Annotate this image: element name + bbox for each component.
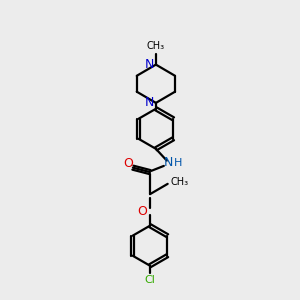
Text: N: N xyxy=(145,96,154,110)
Text: CH₃: CH₃ xyxy=(170,177,188,188)
Text: CH₃: CH₃ xyxy=(147,41,165,51)
Text: H: H xyxy=(174,158,183,168)
Text: O: O xyxy=(137,205,147,218)
Text: Cl: Cl xyxy=(145,275,155,285)
Text: N: N xyxy=(145,58,154,71)
Text: O: O xyxy=(123,157,133,170)
Text: N: N xyxy=(164,157,173,169)
